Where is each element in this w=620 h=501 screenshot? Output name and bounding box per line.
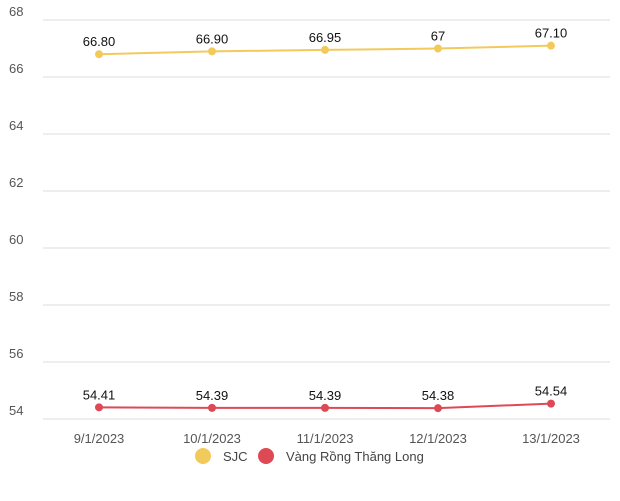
legend-label[interactable]: SJC	[223, 449, 248, 464]
grid-lines	[43, 19, 610, 420]
y-tick-label: 66	[9, 61, 23, 76]
y-tick-label: 64	[9, 118, 23, 133]
x-tick-label: 9/1/2023	[74, 431, 125, 446]
data-point[interactable]	[208, 47, 216, 56]
data-point[interactable]	[434, 44, 442, 53]
y-tick-label: 60	[9, 232, 23, 247]
series-group: 66.80 66.90 66.95 67 67.10 54.41 54.39 54.39 54.…	[83, 26, 568, 413]
data-point[interactable]	[547, 399, 555, 408]
y-tick-label: 62	[9, 175, 23, 190]
y-tick-label: 68	[9, 4, 23, 19]
data-label: 54.39	[309, 388, 342, 403]
data-label: 54.38	[422, 388, 455, 403]
data-label: 67	[431, 29, 445, 44]
data-point[interactable]	[95, 403, 103, 412]
legend-marker[interactable]	[195, 448, 211, 464]
data-point[interactable]	[95, 50, 103, 59]
data-point[interactable]	[321, 403, 329, 412]
data-label: 66.80	[83, 34, 116, 49]
data-point[interactable]	[208, 403, 216, 412]
data-label: 66.95	[309, 30, 342, 45]
x-tick-label: 11/1/2023	[297, 431, 354, 446]
y-tick-label: 58	[9, 289, 23, 304]
data-label: 54.54	[535, 384, 568, 399]
legend[interactable]: SJC Vàng Rồng Thăng Long	[195, 448, 424, 464]
x-tick-label: 12/1/2023	[409, 431, 467, 446]
data-label: 66.90	[196, 31, 229, 46]
legend-label[interactable]: Vàng Rồng Thăng Long	[286, 449, 424, 464]
data-label: 67.10	[535, 26, 568, 41]
data-label: 54.39	[196, 388, 229, 403]
data-point[interactable]	[547, 41, 555, 50]
x-axis: 9/1/2023 10/1/2023 11/1/2023 12/1/2023 13/1/…	[74, 431, 580, 446]
legend-marker[interactable]	[258, 448, 274, 464]
data-point[interactable]	[321, 45, 329, 54]
data-point[interactable]	[434, 404, 442, 413]
x-tick-label: 10/1/2023	[183, 431, 241, 446]
y-tick-label: 56	[9, 346, 23, 361]
y-axis: 54 56 58 60 62 64 66 68	[9, 4, 23, 418]
data-label: 54.41	[83, 387, 116, 402]
y-tick-label: 54	[9, 403, 23, 418]
x-tick-label: 13/1/2023	[522, 431, 580, 446]
